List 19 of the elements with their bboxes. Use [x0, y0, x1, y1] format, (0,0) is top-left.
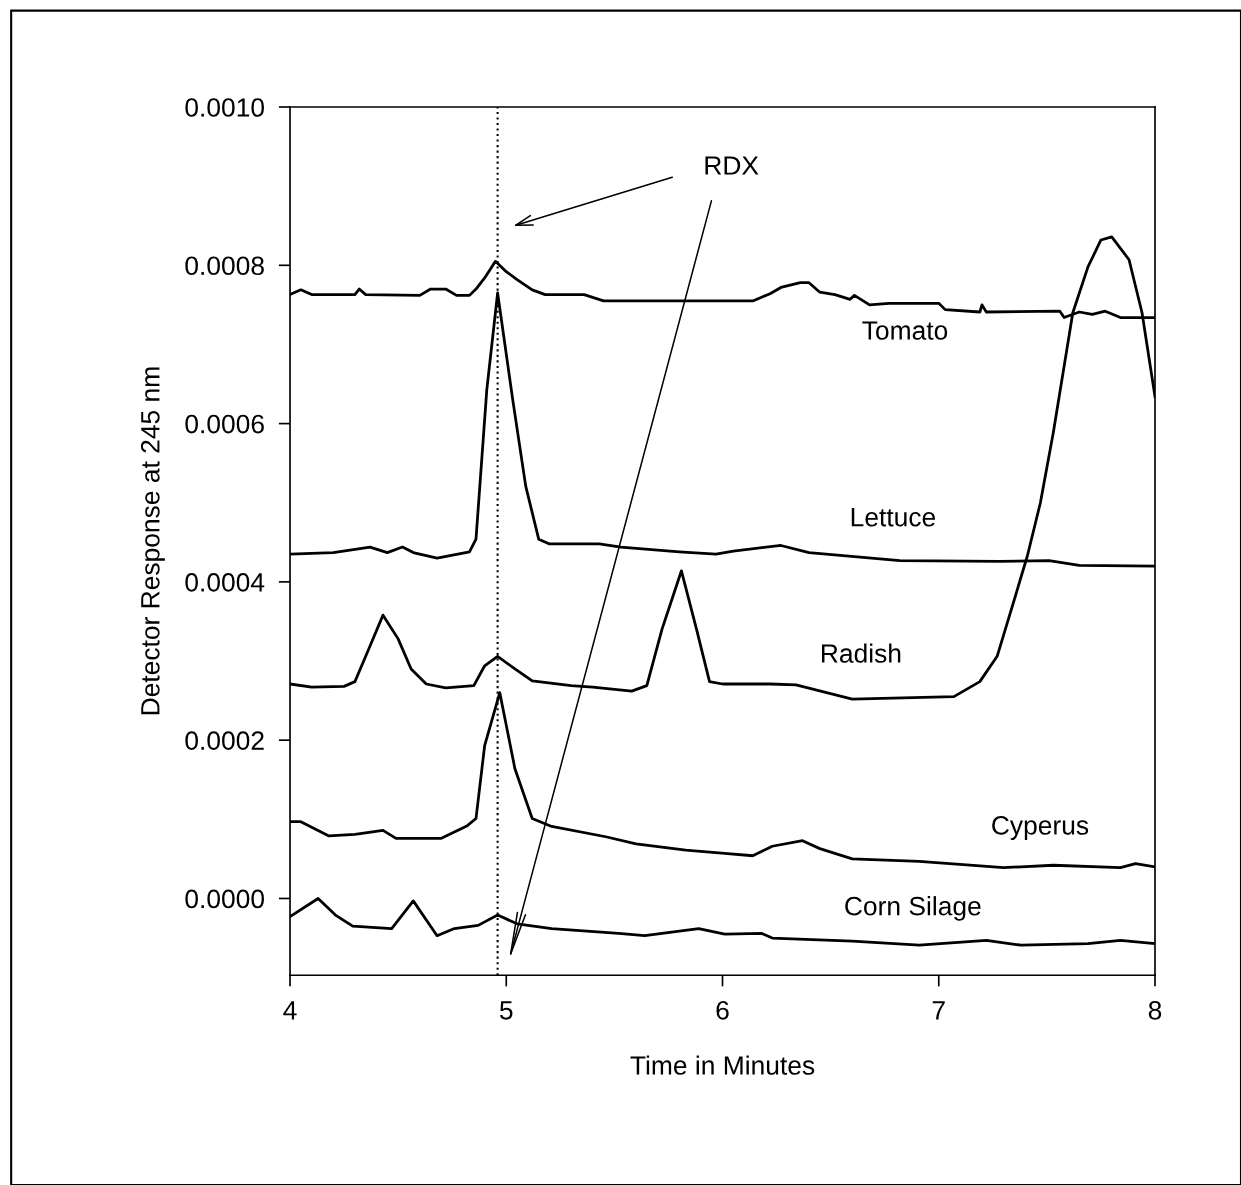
- annotation: RDX: [705, 156, 759, 175]
- y-tick-label: 0.0008: [185, 256, 264, 276]
- series-label: Cyperus: [992, 816, 1089, 840]
- y-tick-label: 0.0006: [185, 414, 264, 434]
- x-tick-label: 7: [932, 1001, 945, 1020]
- x-tick-label: 8: [1148, 1000, 1162, 1020]
- series-label: Corn Silage: [845, 896, 981, 921]
- y-tick-label: 0.0000: [185, 889, 264, 909]
- y-axis-title: Detector Response at 245 nm: [140, 367, 165, 715]
- x-axis-title: Time in Minutes: [630, 1055, 815, 1075]
- x-tick-label: 5: [499, 1001, 513, 1020]
- series-label: Radish: [822, 643, 901, 663]
- y-tick-label: 0.0002: [185, 731, 264, 751]
- y-tick-label: 0.0010: [185, 98, 264, 117]
- y-tick-label: 0.0004: [185, 573, 265, 592]
- series-label: Tomato: [862, 321, 948, 340]
- series-label: Lettuce: [851, 508, 936, 527]
- x-tick-label: 4: [283, 1001, 297, 1020]
- x-tick-label: 6: [716, 1000, 729, 1020]
